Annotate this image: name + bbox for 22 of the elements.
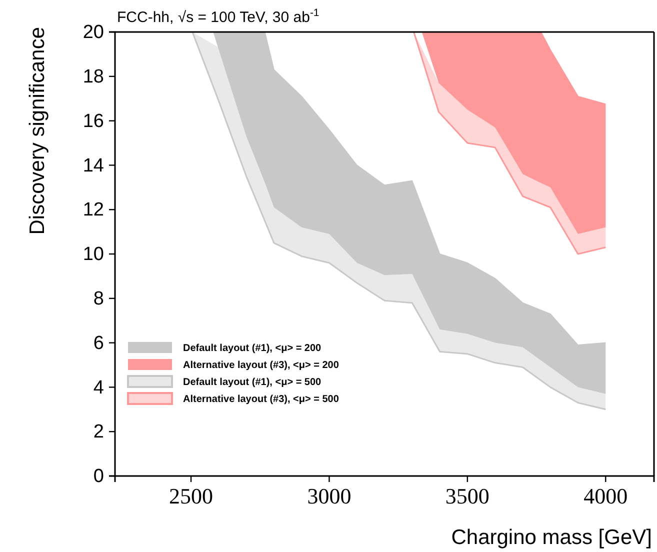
x-tick-label: 3500 [445,484,490,509]
x-tick-label: 2500 [169,484,214,509]
y-tick-label: 4 [93,377,104,398]
legend-label: Alternative layout (#3), <μ> = 200 [183,360,340,371]
legend-label: Alternative layout (#3), <μ> = 500 [183,394,340,405]
y-tick-label: 14 [82,155,104,176]
y-tick-label: 2 [93,422,104,443]
y-tick-label: 10 [82,244,104,266]
chart-title: FCC-hh, √s = 100 TeV, 30 ab$^{-1}$ [117,7,320,26]
x-axis-title: Chargino mass [GeV] [451,526,652,549]
x-tick-label: 4000 [584,484,628,509]
legend-label: Default layout (#1), <μ> = 500 [183,377,322,388]
y-tick-label: 6 [93,332,104,354]
y-axis-title: Discovery significance [26,27,49,235]
legend-label: Default layout (#1), <μ> = 200 [183,343,322,354]
y-tick-label: 12 [82,200,104,221]
y-tick-label: 20 [82,22,104,44]
y-tick-label: 16 [82,110,104,132]
y-tick-label: 0 [93,466,104,488]
y-tick-label: 8 [93,288,104,310]
x-tick-label: 3000 [307,484,352,509]
y-tick-label: 18 [82,66,104,88]
